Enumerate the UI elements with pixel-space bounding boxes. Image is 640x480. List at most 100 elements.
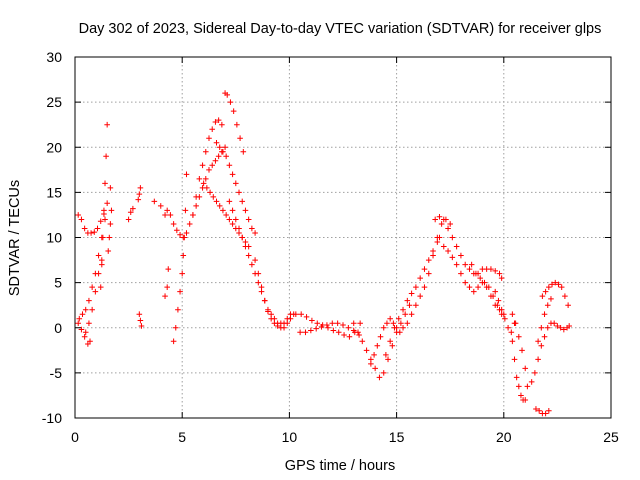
data-point <box>402 311 408 318</box>
series-trace-ab <box>509 338 529 403</box>
y-tick-label: 20 <box>46 139 62 155</box>
data-point <box>186 221 193 227</box>
data-point <box>151 198 158 205</box>
data-point <box>335 329 342 336</box>
data-point <box>440 243 447 250</box>
data-point <box>233 180 239 187</box>
data-point <box>255 279 262 286</box>
data-point <box>204 185 210 191</box>
data-point <box>387 338 393 345</box>
data-point <box>346 333 353 340</box>
data-point <box>532 370 538 376</box>
data-point <box>222 144 228 151</box>
data-point <box>104 200 110 207</box>
data-point <box>216 144 223 151</box>
chart-title: Day 302 of 2023, Sidereal Day-to-day VTE… <box>79 21 602 37</box>
x-tick-label: 0 <box>71 429 79 445</box>
data-point <box>549 281 555 288</box>
data-point <box>302 329 309 336</box>
data-point <box>541 333 548 340</box>
data-point <box>516 383 522 390</box>
data-point <box>245 252 252 259</box>
data-point <box>380 324 387 331</box>
data-point <box>97 284 104 290</box>
data-point <box>498 306 505 313</box>
series-trace-d <box>82 257 105 336</box>
data-point <box>237 135 243 142</box>
data-point <box>182 207 189 214</box>
data-point <box>240 148 247 155</box>
data-point <box>562 293 568 299</box>
series-trace-o <box>222 90 247 155</box>
data-point <box>524 383 531 390</box>
series-trace-x <box>432 213 505 281</box>
axis-ticks <box>74 56 612 419</box>
data-point <box>258 284 265 290</box>
data-point <box>334 320 341 327</box>
data-point <box>180 252 187 259</box>
data-point <box>372 365 378 372</box>
data-point <box>438 221 445 227</box>
data-point <box>492 268 499 274</box>
data-point <box>384 320 390 327</box>
data-point <box>542 410 549 417</box>
series-trace-ag <box>535 296 554 345</box>
series-trace-p <box>226 198 294 327</box>
data-point <box>100 234 106 241</box>
data-point <box>522 397 529 403</box>
data-point <box>212 119 219 125</box>
data-point <box>87 338 93 345</box>
data-point <box>177 231 183 238</box>
data-point <box>470 288 477 295</box>
data-point <box>274 323 281 329</box>
data-point <box>536 407 542 414</box>
data-point <box>458 252 464 259</box>
y-axis-label: SDTVAR / TECUs <box>7 180 23 296</box>
data-point <box>303 314 310 320</box>
data-point <box>164 284 170 290</box>
series-trace-m <box>200 180 252 250</box>
data-point <box>261 297 268 304</box>
data-point <box>314 320 321 327</box>
data-point <box>89 306 95 313</box>
series-trace-j <box>170 171 190 345</box>
data-point <box>371 352 377 358</box>
data-point <box>102 180 108 187</box>
data-point <box>447 221 453 227</box>
data-point <box>477 275 484 281</box>
data-point <box>190 212 196 218</box>
data-point <box>242 243 249 250</box>
data-point <box>417 275 423 281</box>
data-point <box>220 207 226 214</box>
data-point <box>183 230 190 236</box>
data-point <box>473 270 479 277</box>
data-point <box>345 324 352 331</box>
data-point <box>230 108 237 114</box>
data-point <box>127 209 134 216</box>
data-point <box>535 338 541 345</box>
data-point <box>271 320 278 327</box>
data-point <box>542 288 549 295</box>
data-point <box>233 216 239 223</box>
data-point <box>130 205 136 212</box>
data-point <box>175 306 181 313</box>
data-point <box>281 324 287 331</box>
y-tick-label: -5 <box>50 365 63 381</box>
data-point <box>177 288 183 295</box>
series-trace-af <box>539 279 571 308</box>
data-point <box>212 157 219 164</box>
series-trace-n <box>213 139 258 236</box>
data-point <box>78 216 85 223</box>
data-point <box>468 261 475 268</box>
data-point <box>179 270 185 277</box>
series-trace-w <box>404 216 453 327</box>
x-tick-label: 20 <box>496 429 512 445</box>
data-point <box>81 333 88 340</box>
data-point <box>86 297 92 304</box>
data-point <box>475 284 481 290</box>
data-point <box>97 218 104 225</box>
data-point <box>242 207 249 214</box>
data-point <box>512 320 519 327</box>
data-point <box>91 229 98 235</box>
data-point <box>425 257 432 263</box>
